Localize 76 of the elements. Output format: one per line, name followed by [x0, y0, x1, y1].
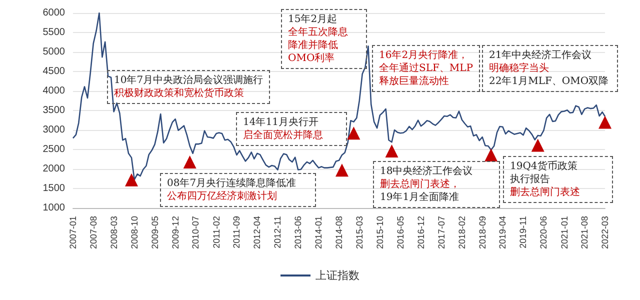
x-tick-label: 2013-06 — [293, 216, 304, 250]
dashed-frame: 16年2月央行降准， 全年通过SLF、MLP 释放巨量流动性 — [372, 45, 480, 92]
x-tick-label: 2018-09 — [477, 216, 488, 250]
annotation: 积极财政政策和宽松货币政策 — [114, 87, 245, 100]
point — [125, 173, 138, 186]
dashed-frame: 18中央经济工作会议 删去总闸门表述， 19年1月全面降准 — [373, 161, 500, 208]
x-tick-label: 2010-07 — [190, 216, 201, 250]
x-tick-label: 2014-08 — [334, 216, 344, 250]
y-tick-label: 2500 — [42, 144, 66, 155]
x-tick-label: 2021-08 — [580, 216, 590, 250]
y-tick-label: 4500 — [42, 66, 66, 77]
annotation: 执行报告 — [510, 173, 551, 186]
x-tick-label: 2008-10 — [129, 216, 140, 250]
x-tick-label: 2012-04 — [252, 216, 262, 250]
x-tick-label: 2018-02 — [456, 216, 467, 250]
x-tick-label: 2011-09 — [232, 216, 242, 248]
point — [531, 138, 544, 152]
annotation: 公布四万亿经济刺激计划 — [167, 190, 278, 203]
annotation: 18中央经济工作会议 — [380, 165, 474, 178]
y-tick-label: 5000 — [42, 46, 66, 58]
x-tick-label: 2014-01 — [314, 216, 324, 250]
x-tick-label: 2016-05 — [395, 216, 406, 250]
x-tick-label: 2015-10 — [374, 216, 385, 250]
point — [335, 164, 348, 177]
x-tick-label: 2015-03 — [354, 216, 364, 250]
annotation: 降准并降低 — [288, 39, 339, 52]
y-tick-label: 1000 — [42, 202, 66, 214]
annotation: 明确稳字当头 — [489, 62, 550, 75]
x-tick-label: 2019-11 — [518, 216, 528, 248]
x-tick-label: 2007-08 — [88, 216, 98, 250]
y-tick-label: 2000 — [42, 164, 66, 174]
y-tick-label: 3000 — [42, 124, 66, 136]
y-tick-label: 5500 — [42, 27, 66, 38]
annotation: 15年2月起 — [288, 13, 338, 26]
point — [484, 148, 498, 162]
x-tick-label: 2016-12 — [416, 216, 426, 250]
x-tick-label: 2009-05 — [150, 216, 160, 250]
x-tick-label: 2022-03 — [600, 216, 610, 250]
x-tick-label: 2008-03 — [108, 216, 119, 250]
x-tick-label: 2009-12 — [170, 216, 180, 250]
annotation: 全年通过SLF、MLP — [379, 62, 474, 75]
x-tick-label: 2021-01 — [559, 216, 570, 250]
annotation: 删去总闸门表述， — [380, 178, 461, 191]
point — [183, 155, 196, 168]
x-tick-label: 2020-06 — [538, 216, 549, 250]
point — [385, 144, 398, 158]
annotation: 21年中央经济工作会议 — [489, 49, 593, 62]
y-tick-label: 6000 — [42, 8, 66, 18]
dashed-frame: 08年7月央行连续降息降低准 公布四万亿经济刺激计划 — [160, 173, 316, 207]
x-tick-label: 2007-01 — [68, 216, 78, 250]
dashed-frame: 19Q4货币政策 执行报告 删去总闸门表述 — [503, 156, 613, 203]
x-tick-label: 2019-04 — [498, 216, 508, 250]
dashed-frame: 21年中央经济工作会议 明确稳字当头 22年1月MLF、OMO双降 — [482, 45, 618, 92]
point — [598, 116, 612, 129]
x-tick-label: 2017-07 — [436, 216, 446, 250]
y-tick-label: 3500 — [42, 105, 66, 116]
annotation: 22年1月MLF、OMO双降 — [489, 75, 610, 88]
dashed-frame: 14年11月央行开 启全面宽松并降息 — [236, 112, 347, 146]
y-tick-label: 4000 — [42, 86, 66, 96]
annotation: 14年11月央行开 — [243, 116, 320, 129]
x-tick-label: 2011-02 — [211, 216, 222, 248]
annotation: 全年五次降息 — [288, 26, 349, 39]
point — [347, 126, 360, 140]
annotation: 08年7月央行连续降息降低准 — [167, 177, 298, 190]
annotation: 16年2月央行降准， — [379, 49, 470, 62]
annotation: 10年7月中央政治局会议强调施行 — [114, 74, 264, 87]
annotation: 启全面宽松并降息 — [243, 129, 324, 142]
y-tick-label: 1500 — [42, 183, 66, 194]
annotation: 19Q4货币政策 — [510, 160, 578, 173]
x-tick-label: 2012-11 — [272, 216, 283, 248]
annotation: 删去总闸门表述 — [510, 186, 581, 199]
annotation: 释放巨量流动性 — [379, 75, 450, 88]
legend-label: 上证指数 — [316, 269, 360, 282]
dashed-frame: 10年7月中央政治局会议强调施行 积极财政政策和宽松货币政策 — [107, 70, 270, 104]
annotation: OMO利率 — [288, 52, 336, 65]
annotation: 19年1月全面降准 — [380, 191, 460, 204]
